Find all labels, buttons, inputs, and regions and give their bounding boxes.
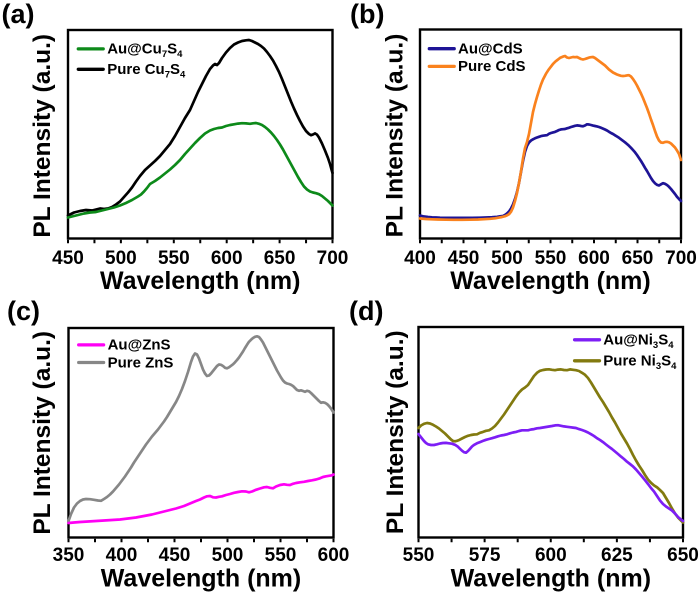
svg-text:Wavelength (nm): Wavelength (nm): [451, 565, 651, 593]
svg-text:700: 700: [317, 248, 349, 269]
svg-text:Wavelength (nm): Wavelength (nm): [450, 267, 650, 295]
svg-text:700: 700: [665, 248, 697, 269]
svg-text:PL Intensity (a.u.): PL Intensity (a.u.): [29, 331, 56, 535]
svg-text:Wavelength (nm): Wavelength (nm): [100, 267, 300, 295]
svg-text:Au@ZnS: Au@ZnS: [108, 337, 171, 354]
svg-text:(c): (c): [7, 296, 40, 326]
svg-text:550: 550: [403, 545, 435, 566]
svg-text:550: 550: [265, 545, 297, 566]
svg-text:650: 650: [622, 248, 654, 269]
svg-text:550: 550: [535, 248, 567, 269]
svg-text:Pure Ni3S4: Pure Ni3S4: [603, 353, 677, 372]
svg-text:500: 500: [105, 248, 137, 269]
svg-text:450: 450: [159, 545, 191, 566]
svg-text:PL Intensity (a.u.): PL Intensity (a.u.): [382, 330, 409, 534]
svg-text:650: 650: [264, 248, 296, 269]
svg-text:Au@Ni3S4: Au@Ni3S4: [603, 332, 674, 351]
svg-text:Wavelength (nm): Wavelength (nm): [101, 565, 301, 593]
svg-text:Au@CdS: Au@CdS: [458, 41, 523, 58]
svg-text:PL Intensity (a.u.): PL Intensity (a.u.): [29, 34, 56, 238]
svg-text:Pure Cu7S4: Pure Cu7S4: [107, 61, 186, 80]
svg-text:(a): (a): [2, 0, 35, 29]
svg-text:500: 500: [491, 248, 523, 269]
svg-text:(b): (b): [350, 0, 384, 29]
svg-text:Pure ZnS: Pure ZnS: [108, 354, 174, 371]
svg-text:600: 600: [211, 248, 243, 269]
svg-text:600: 600: [535, 545, 567, 566]
svg-text:PL Intensity (a.u.): PL Intensity (a.u.): [382, 34, 409, 238]
svg-text:400: 400: [106, 545, 138, 566]
svg-text:625: 625: [601, 545, 633, 566]
svg-text:600: 600: [578, 248, 610, 269]
svg-text:450: 450: [448, 248, 480, 269]
svg-text:600: 600: [318, 545, 350, 566]
svg-text:500: 500: [212, 545, 244, 566]
svg-text:550: 550: [158, 248, 190, 269]
svg-text:(d): (d): [349, 296, 383, 326]
svg-text:Pure CdS: Pure CdS: [458, 58, 526, 75]
svg-text:650: 650: [667, 545, 699, 566]
svg-text:400: 400: [404, 248, 436, 269]
svg-text:Au@Cu7S4: Au@Cu7S4: [107, 41, 183, 60]
svg-text:350: 350: [53, 545, 85, 566]
svg-text:450: 450: [52, 248, 84, 269]
svg-text:575: 575: [469, 545, 501, 566]
